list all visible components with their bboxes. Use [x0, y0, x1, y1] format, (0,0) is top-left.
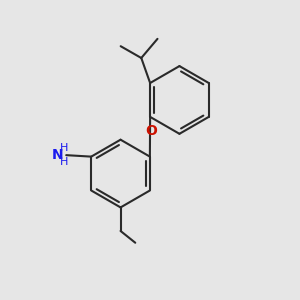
Text: O: O — [146, 124, 158, 138]
Text: H: H — [60, 157, 68, 166]
Text: H: H — [60, 143, 68, 153]
Text: N: N — [52, 148, 64, 162]
